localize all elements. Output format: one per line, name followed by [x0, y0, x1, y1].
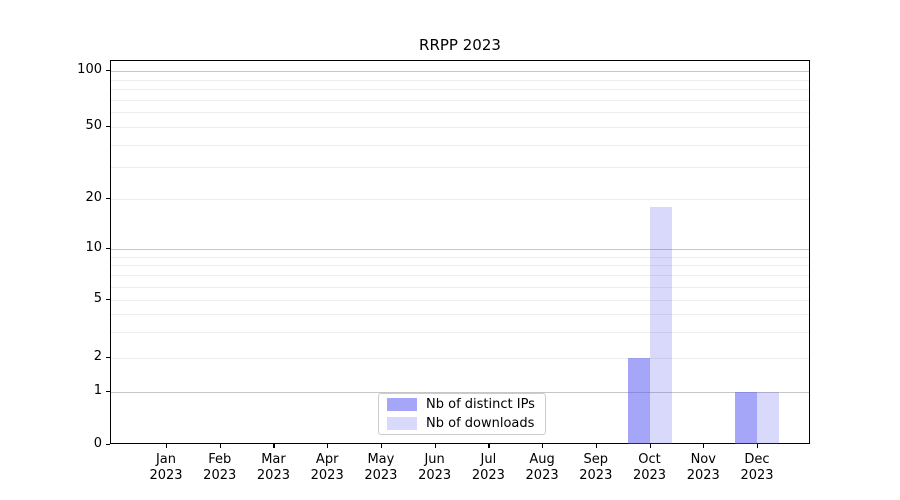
bar-dec-2023-nb-of-distinct-ips	[735, 392, 757, 444]
x-tick-mark-sep-2023	[595, 444, 597, 448]
y-tick-label-2: 2	[93, 349, 102, 364]
gridline-100	[111, 71, 809, 72]
y-tick-mark-100	[106, 70, 110, 72]
y-tick-label-1: 1	[93, 383, 102, 398]
y-tick-label-50: 50	[85, 118, 102, 133]
legend-label-distinct-ips: Nb of distinct IPs	[426, 397, 535, 412]
x-tick-mark-jan-2023	[166, 444, 168, 448]
gridline-20	[111, 199, 809, 200]
gridline-70	[111, 99, 809, 101]
gridline-40	[111, 144, 809, 146]
y-tick-mark-50	[106, 126, 110, 128]
x-tick-label-feb-2023: Feb 2023	[203, 452, 237, 483]
gridline-8	[111, 265, 809, 267]
x-tick-mark-apr-2023	[327, 444, 329, 448]
y-tick-label-20: 20	[85, 190, 102, 205]
gridline-5	[111, 300, 809, 301]
gridline-1	[111, 392, 809, 393]
gridline-60	[111, 112, 809, 114]
x-tick-label-dec-2023: Dec 2023	[740, 452, 774, 483]
x-tick-mark-dec-2023	[757, 444, 759, 448]
bar-oct-2023-nb-of-downloads	[649, 206, 672, 444]
gridline-3	[111, 332, 809, 334]
legend-swatch-distinct-ips	[387, 398, 417, 411]
y-tick-label-5: 5	[93, 291, 102, 306]
y-tick-mark-5	[106, 299, 110, 301]
x-tick-label-aug-2023: Aug 2023	[525, 452, 559, 483]
gridline-6	[111, 286, 809, 288]
legend-label-downloads: Nb of downloads	[426, 416, 535, 431]
gridline-90	[111, 79, 809, 81]
gridline-4	[111, 314, 809, 316]
x-tick-label-jul-2023: Jul 2023	[471, 452, 505, 483]
gridline-50	[111, 127, 809, 128]
x-tick-mark-mar-2023	[273, 444, 275, 448]
gridline-7	[111, 275, 809, 277]
x-tick-label-mar-2023: Mar 2023	[256, 452, 290, 483]
x-tick-mark-oct-2023	[649, 444, 651, 448]
x-tick-label-nov-2023: Nov 2023	[686, 452, 720, 483]
gridline-2	[111, 358, 809, 359]
y-tick-label-100: 100	[77, 62, 102, 77]
legend-item-distinct-ips: Nb of distinct IPs	[387, 397, 537, 412]
x-tick-label-oct-2023: Oct 2023	[632, 452, 667, 483]
x-tick-mark-nov-2023	[703, 444, 705, 448]
x-tick-mark-feb-2023	[219, 444, 221, 448]
y-tick-label-10: 10	[85, 240, 102, 255]
gridline-80	[111, 89, 809, 91]
chart-title: RRPP 2023	[419, 36, 501, 54]
legend: Nb of distinct IPs Nb of downloads	[378, 393, 546, 435]
gridline-10	[111, 249, 809, 250]
x-tick-label-may-2023: May 2023	[364, 452, 398, 483]
y-tick-mark-0	[106, 444, 110, 446]
gridline-30	[111, 167, 809, 169]
bar-dec-2023-nb-of-downloads	[757, 392, 779, 444]
bar-oct-2023-nb-of-distinct-ips	[627, 358, 650, 444]
y-tick-mark-2	[106, 357, 110, 359]
y-tick-mark-20	[106, 198, 110, 200]
y-tick-mark-10	[106, 248, 110, 250]
x-tick-label-jan-2023: Jan 2023	[149, 452, 183, 483]
x-tick-label-jun-2023: Jun 2023	[418, 452, 452, 483]
x-tick-mark-jul-2023	[488, 444, 490, 448]
x-tick-label-apr-2023: Apr 2023	[310, 452, 344, 483]
gridline-9	[111, 256, 809, 258]
plot-area: Nb of distinct IPs Nb of downloads	[110, 60, 810, 444]
y-tick-mark-1	[106, 391, 110, 393]
legend-item-downloads: Nb of downloads	[387, 416, 537, 431]
x-tick-label-sep-2023: Sep 2023	[579, 452, 613, 483]
legend-swatch-downloads	[387, 417, 417, 430]
y-tick-label-0: 0	[93, 436, 102, 451]
x-tick-mark-may-2023	[380, 444, 383, 448]
x-tick-mark-jun-2023	[434, 444, 436, 448]
x-tick-mark-aug-2023	[542, 444, 544, 448]
